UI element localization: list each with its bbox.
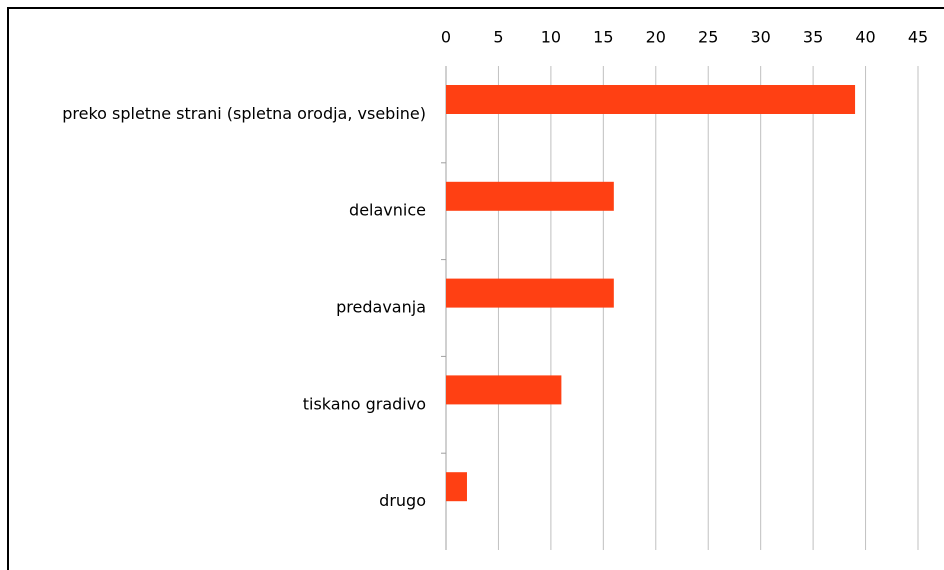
y-tick-label: preko spletne strani (spletna orodja, vs… <box>62 104 426 123</box>
x-tick-label: 5 <box>493 28 503 47</box>
bar <box>446 278 614 308</box>
bar <box>446 472 467 502</box>
x-tick-label: 15 <box>593 28 613 47</box>
x-tick-label: 10 <box>541 28 561 47</box>
x-tick-label: 20 <box>646 28 666 47</box>
bar <box>446 375 562 405</box>
bar <box>446 181 614 211</box>
x-tick-label: 0 <box>441 28 451 47</box>
x-tick-label: 35 <box>803 28 823 47</box>
x-tick-label: 25 <box>698 28 718 47</box>
y-tick-label: predavanja <box>336 298 426 317</box>
y-tick-label: delavnice <box>349 201 426 220</box>
x-tick-label: 40 <box>855 28 875 47</box>
bar <box>446 85 856 114</box>
y-tick-label: tiskano gradivo <box>303 394 426 413</box>
x-tick-label: 45 <box>908 28 928 47</box>
y-tick-label: drugo <box>379 491 426 510</box>
x-tick-label: 30 <box>750 28 770 47</box>
